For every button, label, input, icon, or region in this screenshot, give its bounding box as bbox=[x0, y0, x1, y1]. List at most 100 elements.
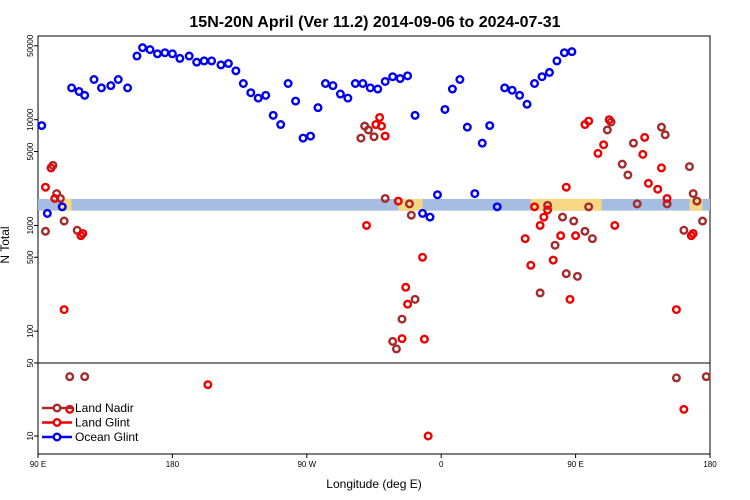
data-point bbox=[320, 78, 330, 88]
data-point bbox=[397, 334, 407, 344]
data-point bbox=[477, 138, 487, 148]
reference-band bbox=[38, 198, 710, 211]
data-point bbox=[584, 202, 594, 212]
data-point bbox=[67, 83, 77, 93]
data-point bbox=[59, 216, 69, 226]
y-tick-label: 100 bbox=[26, 324, 35, 338]
data-point bbox=[604, 115, 614, 125]
data-point bbox=[679, 404, 689, 414]
data-point bbox=[419, 334, 429, 344]
y-tick-label: 1000 bbox=[26, 216, 35, 234]
data-point bbox=[602, 125, 612, 135]
data-point bbox=[671, 305, 681, 315]
data-point bbox=[539, 212, 549, 222]
data-point bbox=[199, 56, 209, 66]
data-point bbox=[74, 86, 84, 96]
data-point bbox=[580, 226, 590, 236]
data-point bbox=[343, 93, 353, 103]
legend-label-land-nadir: Land Nadir bbox=[75, 401, 134, 415]
data-point bbox=[701, 372, 711, 382]
data-point bbox=[632, 199, 642, 209]
data-point bbox=[587, 234, 597, 244]
series-ocean-glint bbox=[37, 43, 577, 222]
data-point bbox=[530, 202, 540, 212]
x-tick-label: 90 E bbox=[567, 460, 583, 469]
data-point bbox=[203, 380, 213, 390]
data-point bbox=[276, 120, 286, 130]
data-point bbox=[515, 90, 525, 100]
data-points bbox=[37, 43, 711, 441]
data-point bbox=[507, 85, 517, 95]
band-layer bbox=[38, 198, 710, 211]
data-point bbox=[403, 71, 413, 81]
data-point bbox=[238, 78, 248, 88]
data-point bbox=[671, 373, 681, 383]
data-point bbox=[544, 67, 554, 77]
x-tick-label: 180 bbox=[703, 460, 717, 469]
data-point bbox=[410, 294, 420, 304]
data-point bbox=[572, 271, 582, 281]
data-point bbox=[698, 216, 708, 226]
data-point bbox=[335, 89, 345, 99]
data-point bbox=[485, 121, 495, 131]
data-point bbox=[175, 53, 185, 63]
data-point bbox=[192, 57, 202, 67]
data-point bbox=[462, 122, 472, 132]
data-point bbox=[656, 163, 666, 173]
data-point bbox=[80, 90, 90, 100]
data-point bbox=[132, 51, 142, 61]
data-point bbox=[530, 78, 540, 88]
data-point bbox=[167, 49, 177, 59]
y-tick-label: 50 bbox=[26, 358, 35, 367]
data-point bbox=[610, 220, 620, 230]
data-point bbox=[356, 133, 366, 143]
data-point bbox=[543, 200, 553, 210]
data-point bbox=[660, 130, 670, 140]
data-point bbox=[380, 131, 390, 141]
data-point bbox=[679, 225, 689, 235]
data-point bbox=[37, 121, 47, 131]
data-point bbox=[216, 60, 226, 70]
data-point bbox=[246, 88, 256, 98]
data-point bbox=[145, 45, 155, 55]
data-point bbox=[520, 234, 530, 244]
data-point bbox=[623, 170, 633, 180]
data-point bbox=[42, 208, 52, 218]
data-point bbox=[350, 78, 360, 88]
x-axis-label: Longitude (deg E) bbox=[326, 477, 421, 491]
data-point bbox=[401, 282, 411, 292]
data-point bbox=[403, 299, 413, 309]
legend-label-ocean-glint: Ocean Glint bbox=[75, 430, 139, 444]
data-point bbox=[548, 255, 558, 265]
data-point bbox=[365, 83, 375, 93]
data-point bbox=[550, 240, 560, 250]
data-point bbox=[123, 83, 133, 93]
data-point bbox=[375, 112, 385, 122]
data-point bbox=[40, 182, 50, 192]
data-point bbox=[363, 125, 373, 135]
legend-marker-ocean-glint bbox=[52, 432, 62, 442]
x-tick-label: 180 bbox=[166, 460, 180, 469]
data-point bbox=[57, 202, 67, 212]
data-point bbox=[59, 305, 69, 315]
data-point bbox=[537, 72, 547, 82]
x-tick-label: 90 W bbox=[297, 460, 316, 469]
legend-label-land-glint: Land Glint bbox=[75, 416, 130, 430]
data-point bbox=[207, 56, 217, 66]
y-tick-label: 500 bbox=[26, 250, 35, 264]
data-point bbox=[569, 216, 579, 226]
data-point bbox=[152, 49, 162, 59]
data-point bbox=[395, 74, 405, 84]
data-point bbox=[328, 81, 338, 91]
data-point bbox=[78, 228, 88, 238]
data-point bbox=[522, 99, 532, 109]
data-point bbox=[138, 43, 148, 53]
data-point bbox=[692, 196, 702, 206]
data-point bbox=[106, 81, 116, 91]
data-point bbox=[397, 314, 407, 324]
data-point bbox=[160, 48, 170, 58]
data-point bbox=[447, 84, 457, 94]
y-tick-label: 5000 bbox=[26, 142, 35, 160]
data-point bbox=[688, 228, 698, 238]
